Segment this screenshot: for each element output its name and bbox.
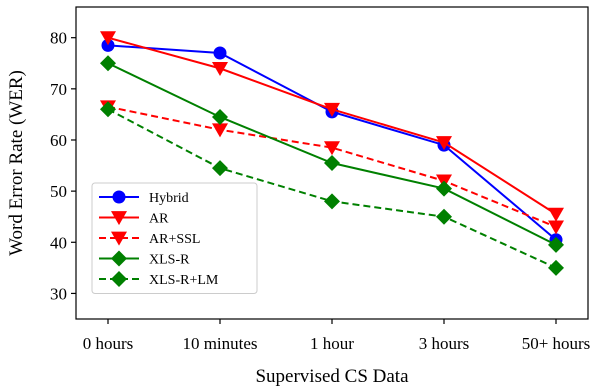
legend-marker-xls-r xyxy=(111,250,127,267)
legend-box xyxy=(91,182,258,294)
point-xls-r-lm-1-hour xyxy=(324,193,340,210)
x-tick-label-0-hours: 0 hours xyxy=(83,334,134,353)
point-xls-r-10-minutes xyxy=(212,108,228,125)
point-ar-ssl-10-minutes xyxy=(212,123,228,138)
y-tick-label-40: 40 xyxy=(50,233,67,252)
legend-marker-xls-r-lm xyxy=(111,271,127,287)
legend-marker-hybrid xyxy=(112,190,126,204)
point-ar-10-minutes xyxy=(212,61,228,76)
point-xls-r-1-hour xyxy=(324,155,340,171)
legend-label-ar-ssl: AR+SSL xyxy=(149,232,200,247)
point-ar-1-hour xyxy=(324,102,340,117)
point-hybrid-0-hours xyxy=(101,38,115,52)
legend-item-xls-r: XLS-R xyxy=(99,250,190,268)
point-ar-50-hours xyxy=(548,207,564,222)
x-tick-label-50-hours: 50+ hours xyxy=(522,334,591,353)
y-tick-label-70: 70 xyxy=(50,80,67,99)
point-ar-0-hours xyxy=(100,31,116,46)
point-xls-r-lm-0-hours xyxy=(100,101,116,118)
y-tick-label-50: 50 xyxy=(50,182,67,201)
y-tick-label-60: 60 xyxy=(50,131,67,150)
legend-marker-ar xyxy=(111,211,127,226)
point-xls-r-lm-3-hours xyxy=(436,208,452,225)
series-layer xyxy=(100,31,564,276)
legend-label-xls-r: XLS-R xyxy=(149,253,190,268)
point-ar-ssl-50-hours xyxy=(548,220,564,235)
series-ar xyxy=(100,31,564,222)
point-ar-3-hours xyxy=(436,136,452,151)
x-tick-label-3-hours: 3 hours xyxy=(419,334,470,353)
y-tick-label-80: 80 xyxy=(50,29,67,48)
x-axis: 0 hours 10 minutes 1 hour 3 hours 50+ hours xyxy=(83,319,591,353)
legend-marker-ar-ssl xyxy=(111,231,127,246)
x-axis-label: Supervised CS Data xyxy=(255,366,409,387)
legend-item-ar-ssl: AR+SSL xyxy=(99,231,200,247)
point-ar-ssl-1-hour xyxy=(324,141,340,156)
legend-item-xls-r-lm: XLS-R+LM xyxy=(99,271,219,288)
point-xls-r-0-hours xyxy=(100,55,116,72)
y-axis-label: Word Error Rate (WER) xyxy=(6,70,27,256)
x-tick-label-1-hour: 1 hour xyxy=(310,334,354,353)
legend-label-hybrid: Hybrid xyxy=(149,191,189,206)
point-xls-r-50-hours xyxy=(548,236,564,253)
legend-label-ar: AR xyxy=(149,212,169,227)
point-hybrid-10-minutes xyxy=(213,46,227,60)
point-xls-r-3-hours xyxy=(436,180,452,197)
legend-item-hybrid: Hybrid xyxy=(99,190,189,206)
y-tick-label-30: 30 xyxy=(50,284,67,303)
series-xls-r xyxy=(100,55,564,253)
point-xls-r-lm-10-minutes xyxy=(212,160,228,177)
legend-item-ar: AR xyxy=(99,211,169,227)
y-axis: 30 40 50 60 70 80 xyxy=(50,29,76,303)
legend: Hybrid AR AR+SSL XLS-R XLS-R+LM xyxy=(91,182,258,294)
point-xls-r-lm-50-hours xyxy=(548,259,564,276)
series-xls-r-lm xyxy=(100,101,564,276)
x-tick-label-10-minutes: 10 minutes xyxy=(182,334,257,353)
legend-label-xls-r-lm: XLS-R+LM xyxy=(149,273,219,288)
